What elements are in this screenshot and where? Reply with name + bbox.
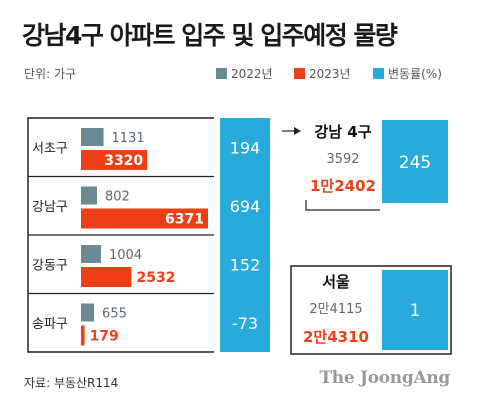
source-label: 자료: 부동산R114 xyxy=(24,376,119,390)
summary-arrow-head xyxy=(294,127,301,135)
legend-label-2022: 2022년 xyxy=(231,67,273,81)
legend-swatch-2023 xyxy=(294,68,305,79)
bar-2023 xyxy=(81,150,148,170)
bar-2023-label: 179 xyxy=(90,329,119,345)
bar-2022-label: 1004 xyxy=(109,248,142,263)
summary-box-1-change-block xyxy=(382,120,448,203)
bar-2022-label: 802 xyxy=(105,190,130,205)
bar-2023-label: 3320 xyxy=(104,153,143,169)
change-rate-column xyxy=(220,118,270,352)
category-label: 강동구 xyxy=(32,258,68,273)
summary-box-1-title: 강남 4구 xyxy=(314,123,371,141)
change-rate-label: 194 xyxy=(230,138,261,157)
change-rate-label: 152 xyxy=(230,255,261,274)
unit-label: 단위: 가구 xyxy=(24,67,77,81)
chart-title: 강남4구 아파트 입주 및 입주예정 물량 xyxy=(22,21,398,50)
change-rate-label: -73 xyxy=(232,314,258,333)
bar-2023-label: 2532 xyxy=(136,270,175,286)
bar-2022-label: 1131 xyxy=(112,131,145,146)
category-label: 송파구 xyxy=(32,317,68,332)
legend-item-change: 변동률(%) xyxy=(373,65,442,82)
summary-box-2-change-block xyxy=(382,270,448,350)
bar-2023 xyxy=(81,267,132,287)
legend-label-change: 변동률(%) xyxy=(388,67,442,81)
summary-box-1-change: 245 xyxy=(399,153,431,173)
publisher-logo: The JoongAng xyxy=(319,368,450,388)
summary-box-1-2022: 3592 xyxy=(326,152,359,167)
bar-2022 xyxy=(81,303,95,322)
legend-swatch-change xyxy=(373,68,384,79)
legend-item-2023: 2023년 xyxy=(294,65,351,82)
summary-box-2-frame xyxy=(290,265,452,355)
summary-box-2-change: 1 xyxy=(410,301,421,321)
bar-2023 xyxy=(81,325,85,346)
summary-box-2-title: 서울 xyxy=(322,273,350,291)
bar-2022 xyxy=(81,128,104,146)
summary-box-2-2023: 2만4310 xyxy=(303,328,369,346)
category-label: 강남구 xyxy=(32,200,68,215)
category-label: 서초구 xyxy=(32,141,68,156)
bar-2022-label: 655 xyxy=(102,307,127,322)
legend-label-2023: 2023년 xyxy=(309,67,351,81)
bar-2023-label: 6371 xyxy=(165,212,204,228)
bar-2022 xyxy=(81,245,102,263)
summary-box-2-2022: 2만4115 xyxy=(309,302,362,317)
bar-2022 xyxy=(81,186,97,205)
legend-item-2022: 2022년 xyxy=(216,65,273,82)
summary-box-1-frame xyxy=(305,200,380,211)
change-rate-label: 694 xyxy=(230,197,261,216)
legend-swatch-2022 xyxy=(216,68,227,79)
summary-box-1-2023: 1만2402 xyxy=(310,177,376,195)
bar-2023 xyxy=(81,208,208,229)
